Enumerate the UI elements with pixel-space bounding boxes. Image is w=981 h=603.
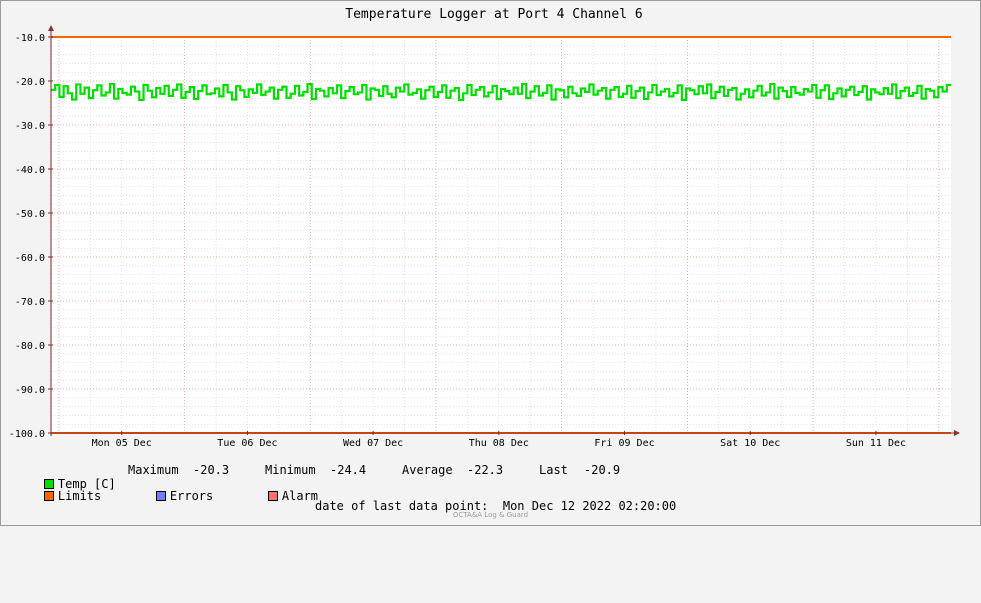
y-axis-arrow	[48, 25, 54, 31]
last-data-point: date of last data point: Mon Dec 12 2022…	[315, 499, 676, 513]
x-tick-label: Mon 05 Dec	[92, 438, 152, 449]
legend-label-temp: Temp [C]	[57, 477, 116, 491]
y-tick-label: -70.0	[15, 297, 45, 308]
y-tick-label: -40.0	[15, 165, 45, 176]
legend-swatch-temp	[43, 479, 54, 489]
stat-minimum-value: -24.4	[330, 463, 367, 477]
legend-row-temp: Temp [C] Maximum -20.3 Minimum -24.4 Ave…	[15, 463, 620, 491]
x-tick-label: Thu 08 Dec	[469, 438, 529, 449]
temperature-chart: Temperature Logger at Port 4 Channel 6 -…	[9, 7, 960, 449]
legend-label-limits: Limits	[57, 489, 102, 503]
stat-average-value: -22.3	[467, 463, 504, 477]
stat-last-label: Last	[539, 463, 568, 477]
plot-area	[51, 37, 951, 433]
series-temp-line	[51, 82, 951, 102]
y-tick-label: -30.0	[15, 121, 45, 132]
legend-row-status: Limits Errors Alarm	[15, 475, 318, 503]
y-tick-label: -50.0	[15, 209, 45, 220]
y-tick-label: -80.0	[15, 341, 45, 352]
x-tick-label: Sat 10 Dec	[720, 438, 780, 449]
y-tick-labels: -10.0 -20.0 -30.0 -40.0 -50.0 -60.0 -70.0 -80.0…	[9, 33, 45, 440]
stat-minimum-label: Minimum	[265, 463, 316, 477]
legend-label-errors: Errors	[169, 489, 214, 503]
y-tick-label: -60.0	[15, 253, 45, 264]
stat-last-value: -20.9	[584, 463, 621, 477]
legend-label-alarm: Alarm	[281, 489, 319, 503]
last-data-point-label: date of last data point:	[315, 499, 489, 513]
x-tick-label: Tue 06 Dec	[217, 438, 277, 449]
axes	[48, 25, 960, 436]
legend-swatch-errors	[155, 491, 166, 501]
legend-swatch-alarm	[267, 491, 278, 501]
x-axis-arrow	[954, 430, 960, 436]
y-tick-label: -20.0	[15, 77, 45, 88]
stat-average-label: Average	[402, 463, 453, 477]
last-data-point-value: Mon Dec 12 2022 02:20:00	[502, 499, 677, 513]
footer-credit: OCTA&A Log & Guard	[452, 511, 529, 519]
y-tick-label: -10.0	[15, 33, 45, 44]
y-tick-label: -90.0	[15, 385, 45, 396]
chart-title: Temperature Logger at Port 4 Channel 6	[345, 7, 642, 22]
x-tick-labels: Mon 05 Dec Tue 06 Dec Wed 07 Dec Thu 08 Dec…	[92, 438, 906, 449]
stat-maximum-value: -20.3	[193, 463, 230, 477]
stat-maximum-label: Maximum	[128, 463, 179, 477]
y-tick-label: -100.0	[9, 429, 45, 440]
x-tick-label: Fri 09 Dec	[594, 438, 654, 449]
x-tick-label: Wed 07 Dec	[343, 438, 403, 449]
legend-swatch-limits	[43, 491, 54, 501]
x-tick-label: Sun 11 Dec	[846, 438, 906, 449]
